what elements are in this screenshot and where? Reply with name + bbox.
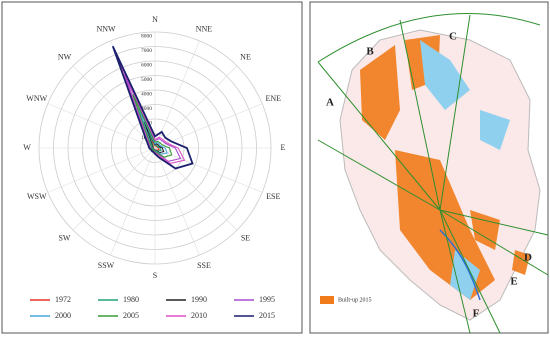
direction-label: NE xyxy=(240,52,251,61)
chart-panel xyxy=(1,1,303,334)
direction-label: NNW xyxy=(96,25,116,34)
direction-label: WNW xyxy=(26,94,47,103)
spoke xyxy=(154,40,200,149)
r-tick-label: 3000 xyxy=(141,106,152,112)
legend-label: 1995 xyxy=(259,295,275,304)
direction-label: ESE xyxy=(266,192,280,201)
river xyxy=(439,229,481,301)
direction-label: W xyxy=(23,143,31,152)
spoke xyxy=(154,103,263,149)
direction-label: SW xyxy=(58,233,70,242)
r-tick-label: 5000 xyxy=(141,77,152,83)
map-panel: Built-up 2015 A B C DE F xyxy=(309,1,549,334)
legend-label: Built-up 2015 xyxy=(338,297,372,303)
legend-label: 2000 xyxy=(55,311,71,320)
direction-label: S xyxy=(153,271,157,280)
sector-label: D xyxy=(524,252,532,264)
direction-label: SSE xyxy=(197,261,211,270)
spoke xyxy=(72,65,156,149)
spoke xyxy=(47,103,156,149)
built-up xyxy=(360,35,530,300)
legend-label: 2015 xyxy=(259,311,275,320)
legend-label: 1972 xyxy=(55,295,71,304)
spoke xyxy=(47,147,156,193)
direction-label: NNE xyxy=(196,25,213,34)
sector-label: E xyxy=(510,276,517,288)
sector-label: A xyxy=(326,97,334,109)
series-line xyxy=(111,45,194,170)
direction-label: SE xyxy=(241,233,250,242)
direction-label: NW xyxy=(58,52,72,61)
spoke xyxy=(72,147,156,231)
legend-swatch xyxy=(320,296,334,304)
direction-label: SSW xyxy=(98,261,115,270)
sector-label: C xyxy=(449,31,457,43)
legend-label: 1980 xyxy=(123,295,139,304)
water xyxy=(420,40,510,300)
r-tick-label: 8000 xyxy=(141,33,152,39)
legend-label: 2010 xyxy=(191,311,207,320)
spoke xyxy=(154,65,238,149)
sector-label: F xyxy=(473,308,480,320)
direction-label: N xyxy=(152,15,158,24)
series-line xyxy=(132,94,173,158)
direction-label: WSW xyxy=(27,192,47,201)
r-tick-label: 4000 xyxy=(141,91,152,97)
spoke xyxy=(154,147,200,256)
sector-label: B xyxy=(366,46,374,58)
r-tick-label: 6000 xyxy=(141,62,152,68)
sectors xyxy=(317,13,549,334)
spoke xyxy=(110,147,156,256)
direction-label: E xyxy=(281,143,286,152)
legend-label: 2005 xyxy=(123,311,139,320)
radar-chart: NNNENEENEEESESESSESSSWSWWSWWWNWNWNNW1000… xyxy=(23,15,285,320)
direction-label: ENE xyxy=(265,94,281,103)
spoke xyxy=(154,147,263,193)
legend-label: 1990 xyxy=(191,295,207,304)
r-tick-label: 7000 xyxy=(141,48,152,54)
